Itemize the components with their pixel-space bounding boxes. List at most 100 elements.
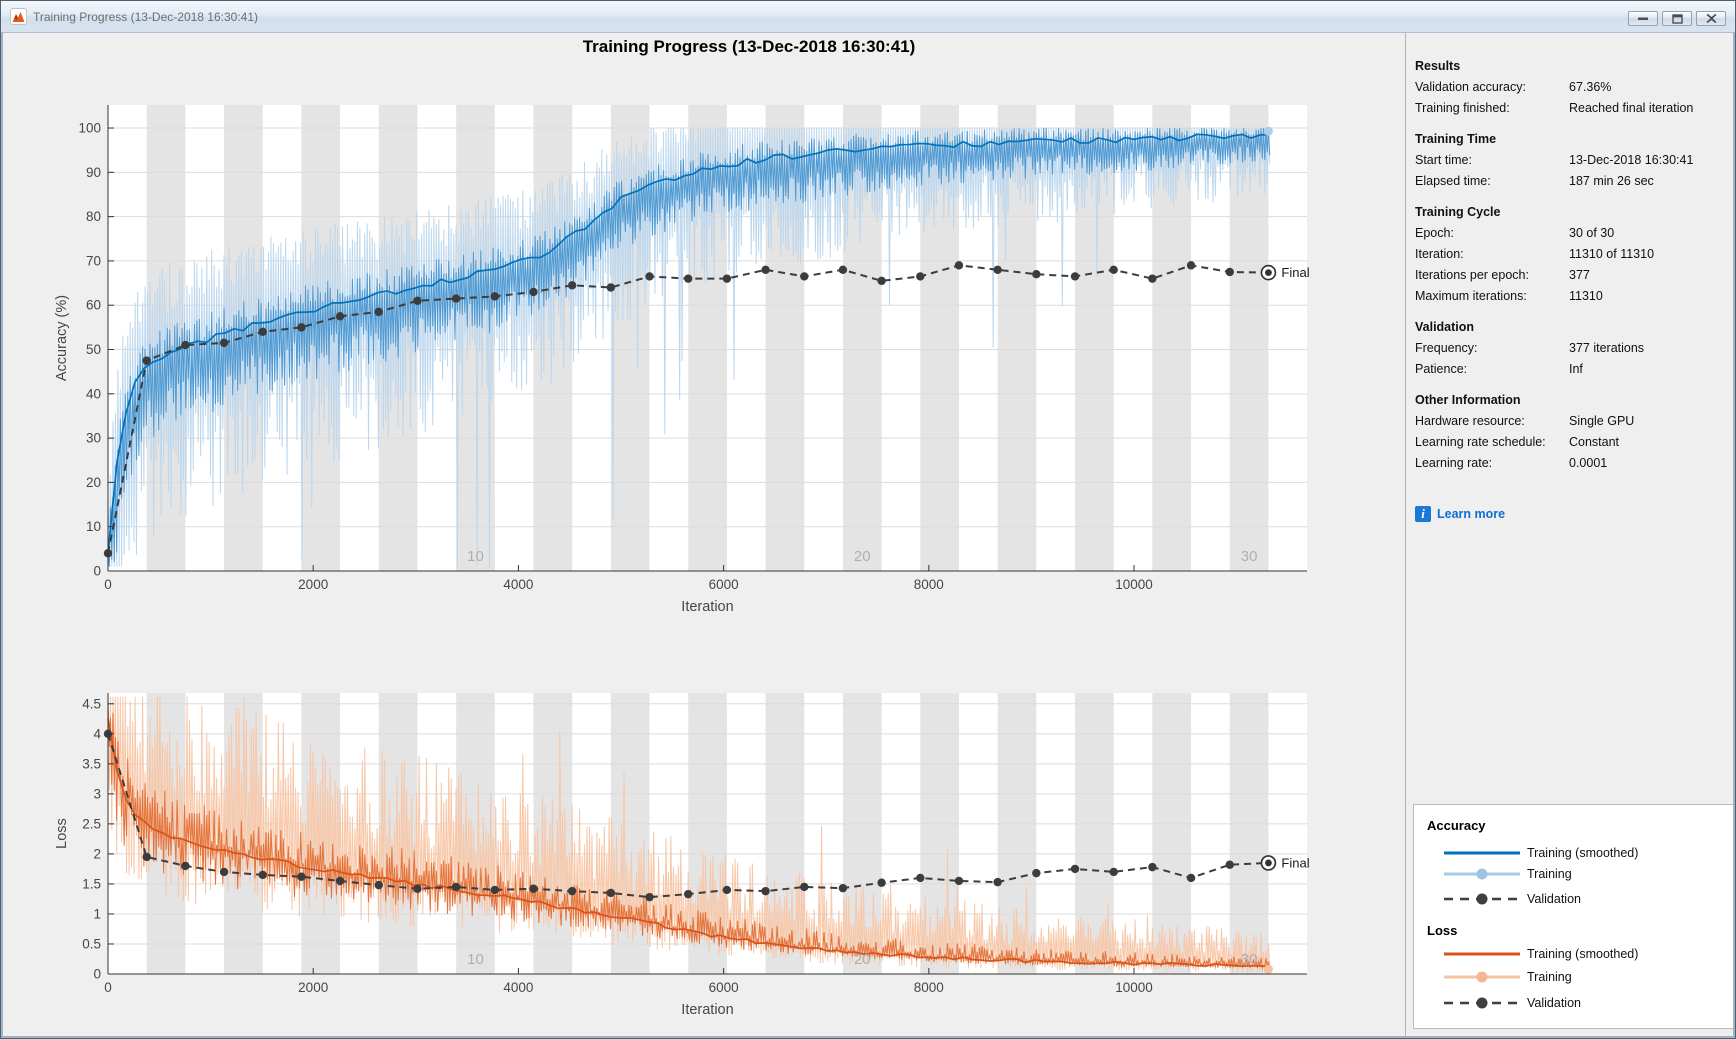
row-label: Iteration: [1415, 247, 1464, 261]
row-label: Validation accuracy: [1415, 80, 1526, 94]
svg-text:Iteration: Iteration [681, 1002, 733, 1018]
title-bar[interactable]: Training Progress (13-Dec-2018 16:30:41) [1, 1, 1735, 33]
svg-text:10: 10 [86, 519, 101, 534]
section-title: Results [1415, 59, 1461, 73]
svg-text:20: 20 [854, 548, 871, 565]
legend-sample-line [1444, 893, 1520, 905]
row-label: Maximum iterations: [1415, 289, 1527, 303]
window-border-bottom [1, 1036, 1735, 1038]
info-row: Hardware resource: Single GPU [1415, 411, 1735, 432]
svg-text:0: 0 [104, 980, 112, 995]
svg-text:0: 0 [93, 564, 101, 579]
window-title: Training Progress (13-Dec-2018 16:30:41) [33, 9, 259, 24]
svg-text:2: 2 [93, 846, 101, 861]
svg-text:0: 0 [93, 967, 101, 982]
row-label: Learning rate schedule: [1415, 435, 1546, 449]
legend-item: Validation [1414, 889, 1734, 909]
legend-sample-line [1444, 847, 1520, 859]
row-label: Epoch: [1415, 226, 1454, 240]
maximize-button[interactable] [1662, 11, 1692, 26]
info-row: Validation accuracy: 67.36% [1415, 77, 1735, 98]
row-value: Single GPU [1569, 414, 1635, 428]
info-row: Learning rate: 0.0001 [1415, 453, 1735, 474]
svg-text:1: 1 [93, 906, 101, 921]
legend-group-title: Loss [1427, 923, 1458, 938]
svg-text:20: 20 [854, 951, 871, 968]
svg-text:2.5: 2.5 [82, 816, 101, 831]
svg-text:70: 70 [86, 253, 101, 268]
svg-text:30: 30 [1241, 548, 1258, 565]
info-row: Elapsed time: 187 min 26 sec [1415, 171, 1735, 192]
svg-text:8000: 8000 [914, 577, 944, 592]
training-time-section: Training Time Start time: 13-Dec-2018 16:… [1415, 129, 1735, 192]
legend-group-title: Accuracy [1427, 818, 1486, 833]
svg-text:8000: 8000 [914, 980, 944, 995]
svg-text:4.5: 4.5 [82, 696, 101, 711]
info-icon: i [1415, 506, 1431, 522]
training-cycle-section: Training Cycle Epoch: 30 of 30 Iteration:… [1415, 202, 1735, 307]
svg-text:10: 10 [467, 951, 484, 968]
row-value: Inf [1569, 362, 1583, 376]
svg-text:30: 30 [1241, 951, 1258, 968]
legend-item: Training [1414, 967, 1734, 987]
svg-text:3: 3 [93, 786, 101, 801]
svg-text:4000: 4000 [503, 980, 533, 995]
minimize-button[interactable] [1628, 11, 1658, 26]
row-value: 67.36% [1569, 80, 1612, 94]
accuracy-chart: Final 0 10 20 30 40 50 60 70 80 90 100 0 2000 4000 6000… [54, 105, 1310, 615]
legend-item: Training (smoothed) [1414, 843, 1734, 863]
svg-text:30: 30 [86, 431, 101, 446]
row-label: Hardware resource: [1415, 414, 1525, 428]
svg-text:0: 0 [104, 577, 112, 592]
row-label: Start time: [1415, 153, 1472, 167]
svg-text:Accuracy (%): Accuracy (%) [54, 295, 70, 381]
svg-text:Final: Final [1281, 855, 1309, 870]
close-button[interactable] [1696, 11, 1726, 26]
row-value: 187 min 26 sec [1569, 174, 1654, 188]
matlab-logo-icon [10, 8, 27, 25]
legend-sample-line [1444, 948, 1520, 960]
legend-item: Validation [1414, 993, 1734, 1013]
svg-text:Iteration: Iteration [681, 599, 733, 615]
row-value: 377 iterations [1569, 341, 1645, 355]
svg-text:100: 100 [78, 121, 101, 136]
row-value: 0.0001 [1569, 456, 1608, 470]
svg-text:Loss: Loss [54, 818, 70, 849]
window-controls [1628, 11, 1726, 26]
svg-text:60: 60 [86, 298, 101, 313]
row-label: Patience: [1415, 362, 1468, 376]
row-label: Frequency: [1415, 341, 1478, 355]
svg-text:40: 40 [86, 386, 101, 401]
row-value: Reached final iteration [1569, 101, 1694, 115]
legend-sample-line [1444, 997, 1520, 1009]
info-row: Iterations per epoch: 377 [1415, 265, 1735, 286]
row-value: 377 [1569, 268, 1590, 282]
figure-title: Training Progress (13-Dec-2018 16:30:41) [582, 37, 916, 56]
row-label: Elapsed time: [1415, 174, 1491, 188]
info-row: Patience: Inf [1415, 359, 1735, 380]
section-title: Training Cycle [1415, 205, 1501, 219]
svg-text:4000: 4000 [503, 577, 533, 592]
svg-text:20: 20 [86, 475, 101, 490]
legend: Accuracy Training (smoothed) Training Va… [1413, 804, 1735, 1029]
svg-text:0.5: 0.5 [82, 936, 101, 951]
info-row: Learning rate schedule: Constant [1415, 432, 1735, 453]
legend-sample-line [1444, 868, 1520, 880]
info-row: Start time: 13-Dec-2018 16:30:41 [1415, 150, 1735, 171]
section-title: Validation [1415, 320, 1475, 334]
info-row: Maximum iterations: 11310 [1415, 286, 1735, 307]
svg-text:4: 4 [93, 726, 101, 741]
window-border-right [1733, 1, 1735, 1038]
section-title: Training Time [1415, 132, 1497, 146]
svg-text:6000: 6000 [709, 577, 739, 592]
row-label: Iterations per epoch: [1415, 268, 1529, 282]
legend-item: Training (smoothed) [1414, 944, 1734, 964]
row-value: 11310 of 11310 [1569, 247, 1655, 261]
legend-item: Training [1414, 864, 1734, 884]
row-label: Training finished: [1415, 101, 1510, 115]
svg-text:3.5: 3.5 [82, 756, 101, 771]
svg-text:2000: 2000 [298, 980, 328, 995]
learn-more-link[interactable]: i Learn more [1415, 506, 1505, 522]
